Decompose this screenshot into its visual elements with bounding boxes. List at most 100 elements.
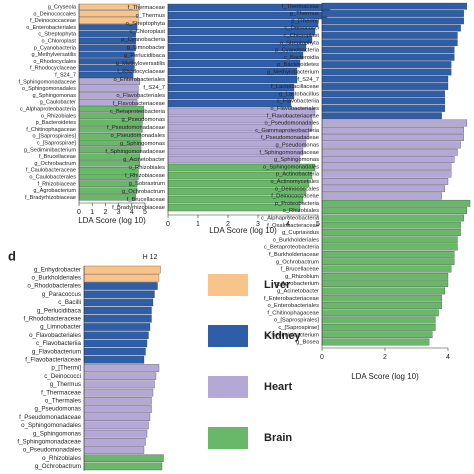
bar	[321, 243, 458, 251]
y-tick-label: f_Flavobacteriaceae	[113, 101, 165, 107]
bar	[321, 2, 468, 10]
y-tick-label: c_Gammaproteobacteria	[255, 128, 320, 134]
y-tick-label: c_Flavobacteriia	[36, 340, 82, 347]
y-tick-label: o_Enterobacteriales	[26, 25, 76, 31]
y-tick-label: g_Ochrobactrum	[276, 259, 319, 265]
y-tick-label: f_Rhizobiaceae	[125, 173, 165, 179]
x-tick-label: 4	[446, 354, 450, 361]
y-tick-label: o_Enterobacteriales	[113, 77, 165, 83]
y-tick-label: f_Lactobacillaceae	[271, 84, 319, 90]
y-tick-label: f_Thermaceae	[128, 5, 165, 11]
bar	[321, 207, 468, 214]
y-tick-label: f_Sphingomonadaceae	[259, 150, 319, 156]
bar	[83, 306, 152, 315]
bar	[83, 438, 146, 446]
bar	[83, 397, 152, 405]
bar	[321, 185, 445, 193]
x-tick-label: 1	[90, 209, 94, 216]
y-tick-label: c_Betaproteobacteria	[110, 109, 166, 115]
y-tick-label: c_Bacilli	[58, 299, 81, 306]
y-tick-label: f_Flavobacteriaceae	[25, 357, 81, 364]
bar	[321, 170, 452, 178]
bar	[321, 68, 452, 76]
bar	[321, 338, 430, 346]
legend-swatch	[208, 376, 248, 398]
bar	[83, 364, 160, 372]
y-tick-label: f_Pseudomonadaceae	[261, 135, 319, 141]
bar	[321, 134, 464, 141]
y-tick-label: g_Rhizobium	[285, 274, 319, 280]
x-tick-label: 2	[226, 221, 230, 228]
y-tick-label: g_Caulobacter	[40, 100, 77, 106]
y-tick-label: g_Perlucidibaca	[124, 53, 166, 59]
y-tick-label: g_Sphingomonas	[32, 93, 76, 99]
y-tick-label: o_Pseudomonadales	[23, 447, 81, 454]
y-tick-label: g_Paracoccus	[42, 291, 81, 298]
bar	[321, 10, 464, 17]
bar	[167, 75, 298, 84]
y-tick-label: f_Rhodocyclaceae	[30, 66, 76, 72]
panel-label: d	[8, 248, 16, 263]
y-tick-label: f_Oxalobacteraceae	[267, 223, 319, 229]
y-tick-label: o_Actinomycetales	[270, 179, 319, 185]
bar	[83, 413, 151, 421]
bar	[321, 61, 452, 68]
bar	[321, 119, 468, 127]
bar	[83, 290, 155, 298]
y-tick-label: p_Cyanobacteria	[121, 37, 166, 43]
y-tick-label: f_Thermaceae	[41, 389, 81, 396]
x-tick-label: 0	[320, 354, 324, 361]
y-tick-label: o_Rhodocyclales	[33, 59, 76, 65]
bar	[78, 10, 139, 17]
y-tick-label: f_Caulobacteraceae	[26, 168, 76, 174]
y-tick-label: c_Bacteroidia	[284, 55, 320, 61]
y-tick-label: f_Bradyrhizobiaceae	[25, 195, 76, 201]
bar	[321, 236, 458, 244]
bar	[321, 97, 445, 105]
y-tick-label: f_Enterobacteriaceae	[264, 296, 319, 302]
bar	[321, 46, 455, 54]
y-tick-label: c_Betaproteobacteria	[264, 245, 320, 251]
y-tick-label: p_[Thermi]	[51, 365, 81, 372]
y-tick-label: f_Brucellaceae	[39, 154, 76, 160]
bar	[321, 39, 458, 47]
y-tick-label: g_Pseudomonas	[121, 117, 165, 123]
x-axis-title: LDA Score (log 10)	[78, 216, 146, 225]
y-tick-label: c_Alphaproteobacteria	[261, 216, 320, 222]
y-tick-label: g_Methyloversatilis	[116, 61, 165, 67]
y-tick-label: c_[Saprospirae]	[37, 141, 77, 147]
y-tick-label: g_Acinetobacter	[123, 157, 165, 163]
y-tick-label: f_Deinococcaceae	[271, 194, 319, 200]
y-tick-label: g_Thermus	[290, 11, 319, 17]
y-tick-label: o_Sphingomonadales	[22, 86, 76, 92]
y-tick-label: o_Streptophyta	[280, 40, 320, 46]
y-tick-label: o_Rhizobiales	[129, 165, 166, 171]
y-tick-label: f_Chitinophagaceae	[26, 127, 76, 133]
y-tick-label: f_S24_7	[55, 73, 76, 79]
legend-label: Brain	[264, 432, 292, 444]
y-tick-label: o_Burkholderiales	[273, 237, 320, 243]
y-tick-label: g_Ochrobactrum	[34, 161, 76, 167]
y-tick-label: o_Caulobacterales	[29, 175, 76, 181]
x-axis-title: LDA Score (log 10)	[209, 226, 277, 235]
bar	[321, 53, 455, 61]
bar	[321, 214, 464, 222]
y-tick-label: g_Pseudomonas	[35, 406, 81, 413]
legend-swatch	[208, 427, 248, 449]
bar	[321, 83, 449, 90]
y-tick-label: p_[Thermi]	[291, 18, 319, 24]
x-tick-label: 0	[166, 221, 170, 228]
y-tick-label: f_S24_7	[143, 85, 165, 91]
bar	[83, 372, 157, 380]
bar	[83, 356, 145, 364]
y-tick-label: o_[Saprospirales]	[32, 134, 76, 140]
y-tick-label: o_Flavobacteriales	[29, 332, 81, 339]
y-tick-label: c_Chloroplast	[284, 33, 320, 39]
y-tick-label: p_Bacteroidetes	[277, 62, 319, 68]
bar	[321, 316, 436, 324]
y-tick-label: o_Deinococcales	[33, 11, 76, 17]
y-tick-label: g_Thermus	[136, 13, 165, 19]
bar	[321, 148, 458, 156]
bar	[83, 462, 163, 471]
